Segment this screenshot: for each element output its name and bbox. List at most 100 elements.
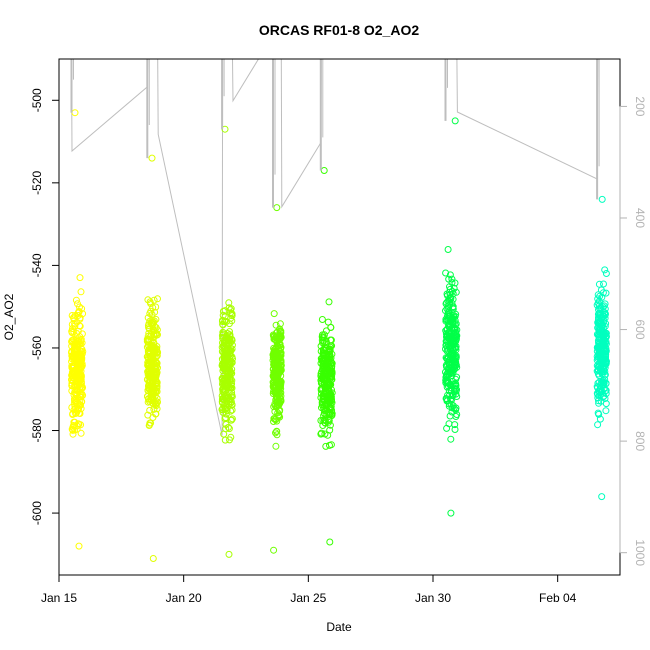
data-point <box>77 429 85 437</box>
data-point <box>71 402 79 410</box>
data-point <box>225 373 233 381</box>
y-axis-label: O2_AO2 <box>2 293 16 340</box>
data-point <box>219 328 227 336</box>
data-point <box>442 345 449 353</box>
data-point <box>68 369 76 377</box>
data-point <box>326 390 334 398</box>
data-point <box>225 334 233 342</box>
data-point <box>221 364 229 372</box>
data-point <box>70 418 78 426</box>
data-point <box>152 401 160 409</box>
data-point <box>69 430 77 438</box>
data-point <box>319 337 327 345</box>
data-point <box>602 330 610 338</box>
data-point <box>444 246 452 253</box>
data-point <box>602 289 610 297</box>
data-point <box>148 394 156 402</box>
data-point <box>320 339 328 347</box>
data-point <box>275 355 283 363</box>
data-point <box>228 416 235 424</box>
data-point <box>595 280 603 288</box>
data-point <box>326 538 334 546</box>
data-point <box>70 328 78 336</box>
data-point <box>444 365 452 373</box>
x-tick-label: Jan 30 <box>415 591 451 605</box>
data-point <box>148 154 156 162</box>
y2-tick-label: 200 <box>633 96 647 116</box>
data-point <box>320 354 328 362</box>
data-point <box>276 328 284 336</box>
data-point <box>228 415 236 423</box>
data-point <box>276 320 284 328</box>
x-tick-label: Jan 25 <box>290 591 326 605</box>
data-point <box>277 349 285 357</box>
data-point <box>594 421 602 429</box>
data-point <box>321 410 329 418</box>
data-point <box>226 355 234 363</box>
data-point <box>602 390 610 398</box>
data-point <box>326 363 334 371</box>
data-point <box>595 387 603 395</box>
data-point <box>75 542 83 550</box>
data-point <box>221 436 229 444</box>
data-point <box>449 303 457 311</box>
data-point <box>598 369 606 376</box>
data-point <box>598 293 606 301</box>
data-point <box>601 352 609 360</box>
data-point <box>317 359 325 367</box>
axes-layer: Jan 15 Jan 20 Jan 25 Jan 30 Feb 04 -500 -520 -5… <box>30 58 647 605</box>
data-point <box>79 310 87 318</box>
y-tick-label: -540 <box>30 253 44 277</box>
data-point <box>450 346 458 354</box>
data-point <box>70 314 78 322</box>
data-point <box>442 327 450 335</box>
flight-5-points <box>317 167 336 546</box>
data-point <box>451 362 459 370</box>
data-point <box>221 318 229 326</box>
data-point <box>322 358 330 366</box>
data-point <box>320 167 328 174</box>
data-point <box>596 388 604 396</box>
flight-2-points <box>143 154 162 562</box>
data-point <box>220 430 228 438</box>
data-point <box>221 415 229 423</box>
data-point <box>449 350 457 358</box>
data-point <box>71 312 79 319</box>
data-point <box>146 317 154 325</box>
data-point <box>151 323 159 331</box>
data-point <box>68 376 75 384</box>
data-point <box>219 408 227 416</box>
y-tick-label: -580 <box>30 418 44 442</box>
data-point <box>218 395 226 403</box>
data-point <box>149 555 157 562</box>
x-tick-label: Jan 20 <box>166 591 202 605</box>
data-point <box>447 294 455 302</box>
y-tick-label: -500 <box>30 88 44 112</box>
data-point <box>152 410 160 418</box>
data-point <box>74 420 82 428</box>
data-point <box>328 406 336 414</box>
data-point <box>221 307 229 315</box>
x-tick-label: Feb 04 <box>539 591 577 605</box>
data-point <box>272 345 280 352</box>
data-point <box>449 333 457 341</box>
data-point <box>317 430 325 438</box>
data-point <box>328 350 336 358</box>
data-point <box>76 274 84 282</box>
data-point <box>272 321 280 329</box>
data-point <box>78 339 86 347</box>
data-point <box>152 359 160 366</box>
data-point <box>77 373 85 380</box>
data-point <box>598 314 606 322</box>
data-point <box>69 338 77 346</box>
data-point <box>276 407 284 415</box>
data-point <box>446 369 454 377</box>
data-point <box>277 389 285 397</box>
data-point <box>74 378 82 386</box>
data-point <box>75 308 83 316</box>
data-point <box>225 395 233 403</box>
flight-7-points <box>593 195 610 501</box>
data-point <box>219 318 226 325</box>
data-point <box>319 422 327 429</box>
data-point <box>600 302 608 310</box>
